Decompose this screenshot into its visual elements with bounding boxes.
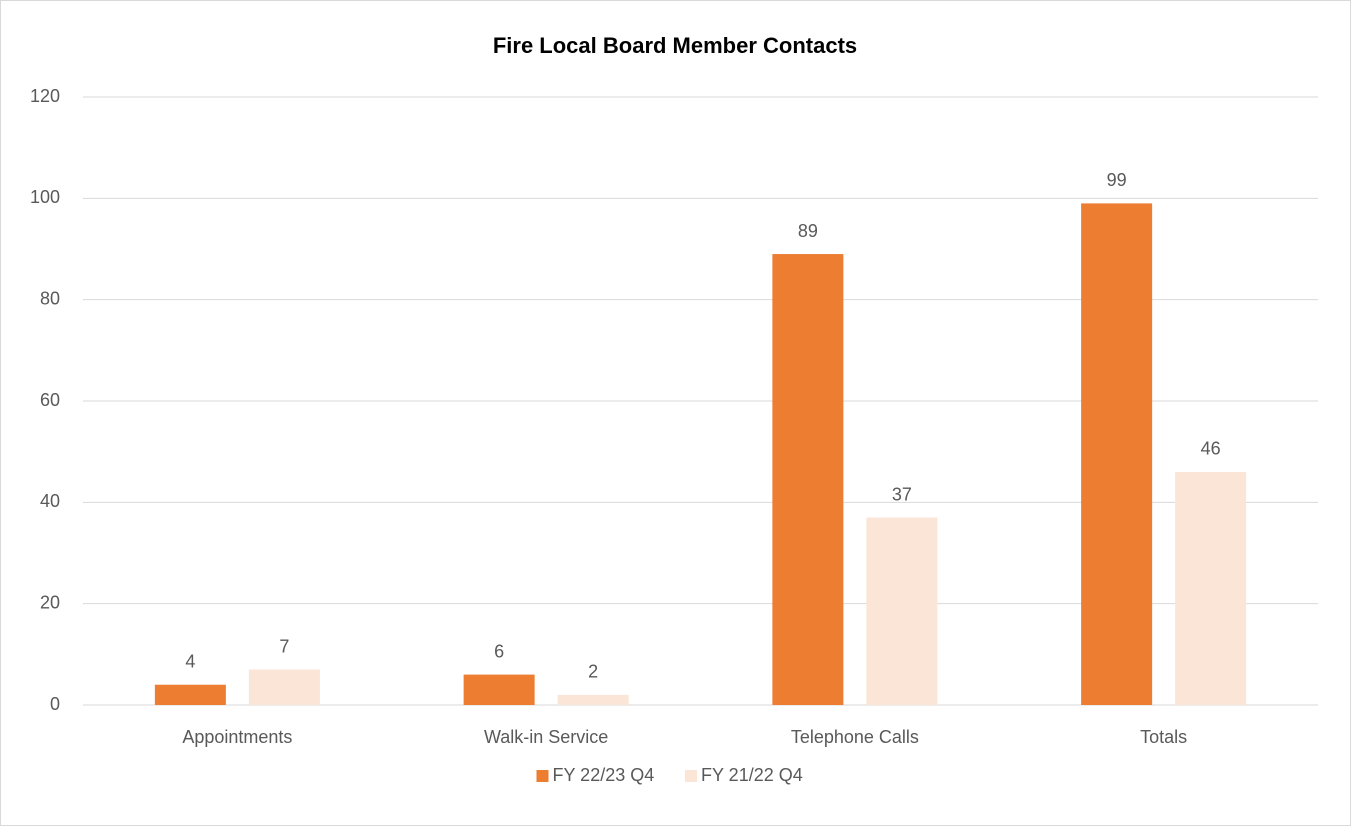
y-tick-label: 60 [40, 390, 60, 410]
data-label: 37 [892, 484, 912, 504]
bar [1081, 203, 1153, 705]
data-label: 46 [1201, 439, 1221, 459]
data-label: 2 [588, 662, 598, 682]
chart-title: Fire Local Board Member Contacts [493, 33, 857, 58]
data-label: 7 [279, 636, 289, 656]
bar [866, 517, 938, 705]
y-tick-label: 0 [50, 694, 60, 714]
legend-swatch [536, 770, 549, 782]
y-tick-label: 80 [40, 288, 60, 308]
legend-swatch [685, 770, 697, 782]
legend-label: FY 22/23 Q4 [553, 765, 655, 785]
y-tick-label: 20 [40, 592, 60, 612]
data-label: 99 [1107, 170, 1127, 190]
bar [154, 684, 226, 705]
x-tick-label: Walk-in Service [484, 727, 608, 747]
data-label: 89 [798, 221, 818, 241]
x-tick-label: Totals [1140, 727, 1187, 747]
y-tick-label: 40 [40, 491, 60, 511]
bar [248, 669, 320, 705]
data-label: 6 [494, 641, 504, 661]
bar [1175, 471, 1247, 705]
bar [557, 694, 629, 705]
data-label: 4 [185, 651, 195, 671]
legend-label: FY 21/22 Q4 [701, 765, 803, 785]
bar [463, 674, 535, 705]
y-tick-label: 100 [30, 187, 60, 207]
x-tick-label: Telephone Calls [791, 727, 919, 747]
y-tick-label: 120 [30, 86, 60, 106]
x-tick-label: Appointments [182, 727, 292, 747]
bar [772, 254, 844, 706]
